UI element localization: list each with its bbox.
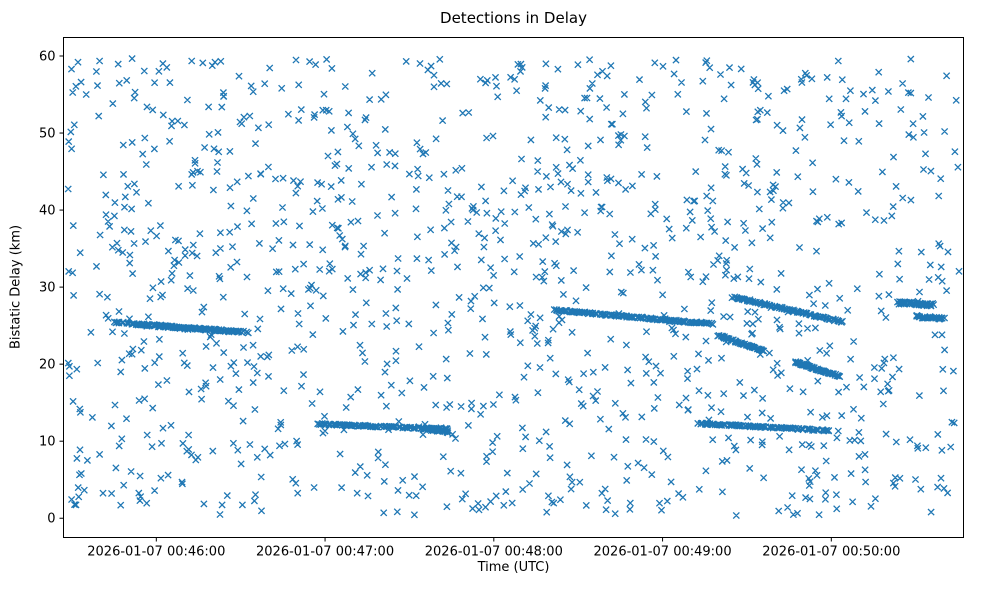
x-axis-label: Time (UTC) — [477, 560, 550, 575]
y-tick-label: 20 — [39, 358, 56, 373]
x-tick-label: 2026-01-07 00:48:00 — [425, 545, 563, 560]
y-tick-label: 10 — [39, 435, 56, 450]
x-tick-label: 2026-01-07 00:47:00 — [256, 545, 394, 560]
y-tick-label: 0 — [47, 512, 55, 527]
x-tick-label: 2026-01-07 00:49:00 — [594, 545, 732, 560]
detection-markers — [64, 55, 963, 520]
y-tick-label: 30 — [39, 281, 56, 296]
x-ticks: 2026-01-07 00:46:00 2026-01-07 00:47:00 20… — [87, 537, 900, 560]
chart-title: Detections in Delay — [440, 9, 587, 27]
x-tick-label: 2026-01-07 00:50:00 — [762, 545, 900, 560]
y-tick-label: 40 — [39, 204, 56, 219]
plot-border — [63, 37, 964, 538]
y-ticks: 0 10 20 30 40 50 60 — [39, 49, 64, 527]
y-tick-label: 60 — [39, 49, 56, 64]
x-tick-label: 2026-01-07 00:46:00 — [87, 545, 225, 560]
y-tick-label: 50 — [39, 127, 56, 142]
